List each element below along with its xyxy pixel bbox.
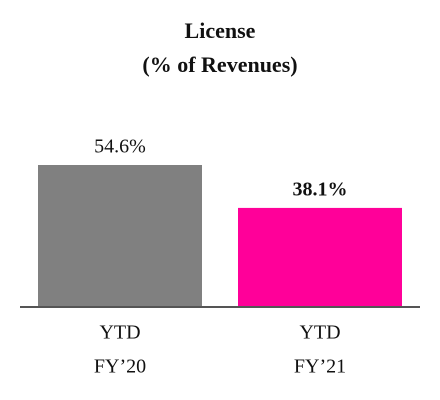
chart-title: License: [185, 18, 256, 43]
x-tick-label: YTD: [99, 322, 140, 344]
chart-subtitle: (% of Revenues): [142, 52, 297, 77]
bar: [38, 165, 202, 307]
x-tick-label: FY’21: [294, 356, 346, 378]
x-tick-label: YTD: [299, 322, 340, 344]
value-label: 54.6%: [94, 136, 146, 158]
x-tick-label: FY’20: [94, 356, 146, 378]
bar: [238, 207, 402, 307]
value-label: 38.1%: [293, 179, 348, 201]
